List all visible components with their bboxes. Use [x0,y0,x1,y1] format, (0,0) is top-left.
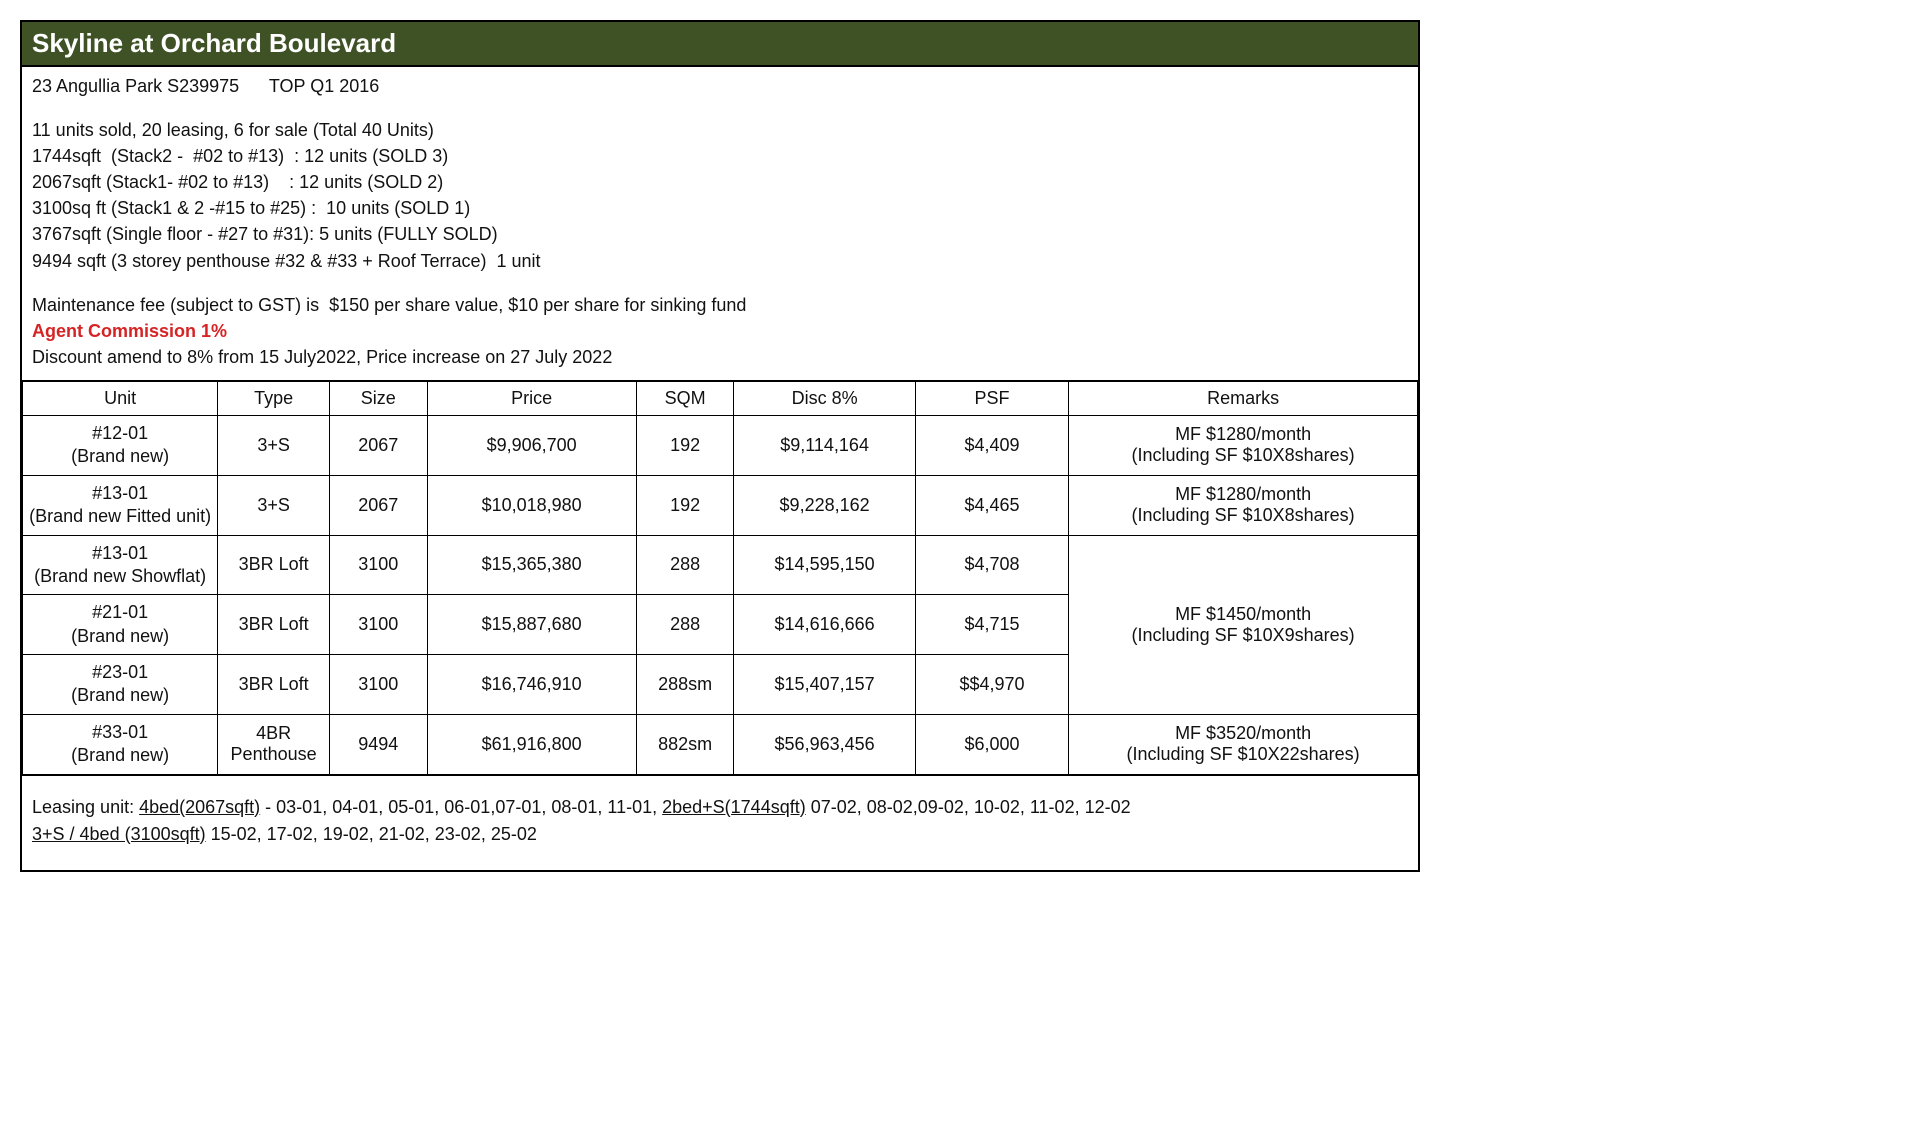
leasing-prefix: Leasing unit: [32,797,139,817]
cell-unit: #21-01(Brand new) [23,595,218,655]
cell-psf: $4,708 [915,535,1068,595]
cell-disc: $56,963,456 [734,714,915,774]
price-sheet: Skyline at Orchard Boulevard 23 Angullia… [20,20,1420,872]
cell-unit: #33-01(Brand new) [23,714,218,774]
col-psf: PSF [915,381,1068,416]
info-block: 23 Angullia Park S239975 TOP Q1 2016 11 … [22,67,1418,380]
cell-psf: $6,000 [915,714,1068,774]
cell-size: 9494 [329,714,427,774]
cell-sqm: 288 [636,595,734,655]
cell-psf: $4,465 [915,475,1068,535]
cell-type: 3BR Loft [218,595,330,655]
cell-disc: $14,595,150 [734,535,915,595]
price-table-body: #12-01(Brand new)3+S2067$9,906,700192$9,… [23,415,1418,774]
leasing-seg3-units: 15-02, 17-02, 19-02, 21-02, 23-02, 25-02 [206,824,537,844]
cell-remarks: MF $1280/month(Including SF $10X8shares) [1069,475,1418,535]
cell-disc: $9,228,162 [734,475,915,535]
cell-price: $15,365,380 [427,535,636,595]
summary-line: 11 units sold, 20 leasing, 6 for sale (T… [32,117,1408,143]
leasing-seg1-label: 4bed(2067sqft) [139,797,260,817]
stack-line: 3767sqft (Single floor - #27 to #31): 5 … [32,221,1408,247]
cell-psf: $4,409 [915,415,1068,475]
col-sqm: SQM [636,381,734,416]
col-size: Size [329,381,427,416]
cell-sqm: 192 [636,475,734,535]
leasing-block: Leasing unit: 4bed(2067sqft) - 03-01, 04… [22,775,1418,870]
cell-size: 3100 [329,655,427,715]
price-table-head: Unit Type Size Price SQM Disc 8% PSF Rem… [23,381,1418,416]
leasing-seg2-label: 2bed+S(1744sqft) [662,797,806,817]
cell-price: $15,887,680 [427,595,636,655]
maintenance-line: Maintenance fee (subject to GST) is $150… [32,292,1408,318]
price-table: Unit Type Size Price SQM Disc 8% PSF Rem… [22,380,1418,775]
cell-disc: $15,407,157 [734,655,915,715]
col-unit: Unit [23,381,218,416]
cell-price: $16,746,910 [427,655,636,715]
leasing-seg1-units: - 03-01, 04-01, 05-01, 06-01,07-01, 08-0… [260,797,662,817]
agent-commission-line: Agent Commission 1% [32,318,1408,344]
cell-remarks: MF $1450/month(Including SF $10X9shares) [1069,535,1418,714]
cell-sqm: 882sm [636,714,734,774]
cell-disc: $9,114,164 [734,415,915,475]
stack-line: 3100sq ft (Stack1 & 2 -#15 to #25) : 10 … [32,195,1408,221]
cell-remarks: MF $3520/month(Including SF $10X22shares… [1069,714,1418,774]
leasing-seg3-label: 3+S / 4bed (3100sqft) [32,824,206,844]
stack-line: 2067sqft (Stack1- #02 to #13) : 12 units… [32,169,1408,195]
cell-unit: #12-01(Brand new) [23,415,218,475]
leasing-line-2: 3+S / 4bed (3100sqft) 15-02, 17-02, 19-0… [32,821,1408,848]
cell-size: 2067 [329,415,427,475]
leasing-line-1: Leasing unit: 4bed(2067sqft) - 03-01, 04… [32,794,1408,821]
cell-psf: $4,715 [915,595,1068,655]
cell-unit: #13-01(Brand new Fitted unit) [23,475,218,535]
col-disc: Disc 8% [734,381,915,416]
cell-size: 3100 [329,535,427,595]
leasing-seg2-units: 07-02, 08-02,09-02, 10-02, 11-02, 12-02 [806,797,1131,817]
table-header-row: Unit Type Size Price SQM Disc 8% PSF Rem… [23,381,1418,416]
cell-unit: #23-01(Brand new) [23,655,218,715]
cell-type: 4BR Penthouse [218,714,330,774]
cell-type: 3BR Loft [218,655,330,715]
stack-line: 1744sqft (Stack2 - #02 to #13) : 12 unit… [32,143,1408,169]
cell-price: $61,916,800 [427,714,636,774]
col-type: Type [218,381,330,416]
cell-type: 3+S [218,475,330,535]
table-row: #13-01(Brand new Showflat)3BR Loft3100$1… [23,535,1418,595]
stack-line: 9494 sqft (3 storey penthouse #32 & #33 … [32,248,1408,274]
cell-unit: #13-01(Brand new Showflat) [23,535,218,595]
discount-note-line: Discount amend to 8% from 15 July2022, P… [32,344,1408,370]
table-row: #33-01(Brand new)4BR Penthouse9494$61,91… [23,714,1418,774]
cell-sqm: 288 [636,535,734,595]
address-line: 23 Angullia Park S239975 TOP Q1 2016 [32,73,1408,99]
table-row: #12-01(Brand new)3+S2067$9,906,700192$9,… [23,415,1418,475]
cell-price: $9,906,700 [427,415,636,475]
cell-remarks: MF $1280/month(Including SF $10X8shares) [1069,415,1418,475]
cell-disc: $14,616,666 [734,595,915,655]
table-row: #13-01(Brand new Fitted unit)3+S2067$10,… [23,475,1418,535]
cell-type: 3BR Loft [218,535,330,595]
cell-type: 3+S [218,415,330,475]
cell-size: 3100 [329,595,427,655]
col-price: Price [427,381,636,416]
page-title: Skyline at Orchard Boulevard [22,22,1418,67]
cell-sqm: 288sm [636,655,734,715]
cell-psf: $$4,970 [915,655,1068,715]
cell-price: $10,018,980 [427,475,636,535]
cell-size: 2067 [329,475,427,535]
col-remarks: Remarks [1069,381,1418,416]
cell-sqm: 192 [636,415,734,475]
